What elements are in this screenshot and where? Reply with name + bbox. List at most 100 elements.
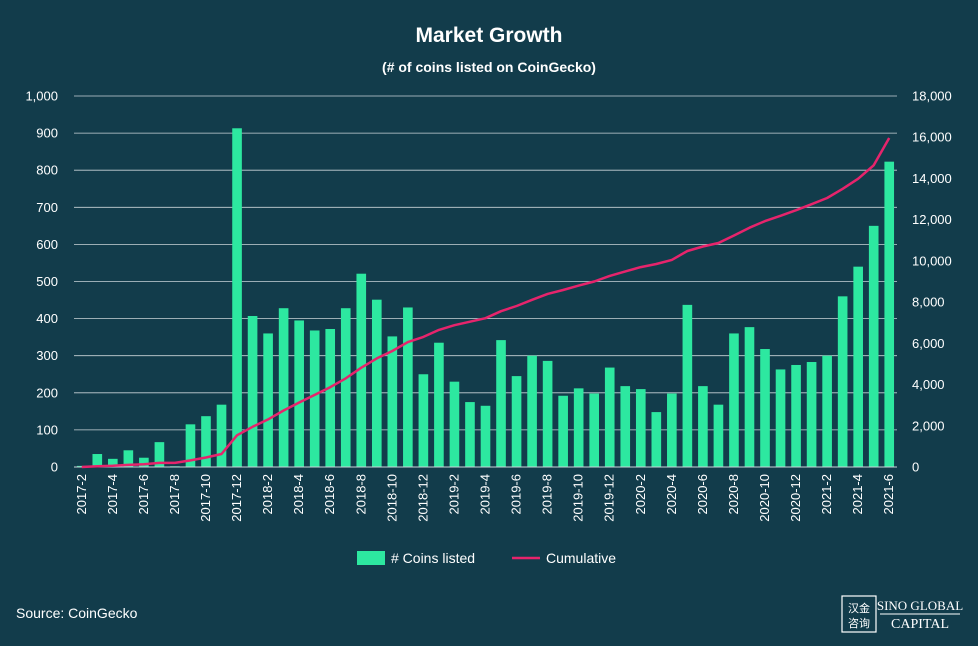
left-tick-label: 300 [36, 348, 58, 363]
bar [837, 296, 848, 467]
bar [278, 308, 289, 467]
bar [76, 465, 87, 467]
x-tick-label: 2018-6 [322, 474, 337, 514]
x-tick-label: 2019-10 [571, 474, 586, 522]
bar [465, 402, 475, 467]
bar [247, 316, 258, 467]
x-tick-label: 2017-6 [136, 474, 151, 514]
logo-emblem [841, 595, 877, 633]
bar [558, 395, 568, 467]
bar [511, 376, 522, 467]
bar [403, 307, 413, 467]
right-axis-ticks: 0 2,000 4,000 6,000 8,000 10,000 12,000 14,000 1… [912, 89, 952, 475]
bar [387, 336, 398, 467]
bar [480, 405, 491, 467]
right-tick-label: 0 [912, 460, 919, 475]
x-tick-label: 2019-6 [509, 474, 524, 514]
bar-series [76, 128, 895, 468]
bar [713, 404, 724, 467]
bar [682, 304, 693, 467]
x-tick-label: 2020-4 [664, 474, 679, 514]
x-tick-label: 2017-8 [167, 474, 182, 514]
x-tick-label: 2018-10 [384, 474, 399, 522]
bar [744, 327, 755, 467]
sino-global-logo: 汉金 咨询 SINO GLOBAL CAPITAL [841, 595, 963, 633]
left-tick-label: 200 [36, 385, 58, 400]
x-tick-label: 2017-2 [74, 474, 89, 514]
x-tick-label: 2021-2 [819, 474, 834, 514]
right-tick-label: 14,000 [912, 171, 952, 186]
bar [232, 128, 242, 468]
left-tick-label: 1,000 [25, 89, 58, 104]
bar [542, 360, 553, 467]
x-tick-label: 2021-6 [881, 474, 896, 514]
bar [356, 273, 367, 467]
bar [449, 381, 460, 467]
gridlines [74, 95, 897, 431]
legend-bar-swatch [357, 551, 385, 565]
bar [185, 424, 196, 467]
x-tick-label: 2019-4 [478, 474, 493, 514]
left-tick-label: 500 [36, 274, 58, 289]
left-tick-label: 900 [36, 126, 58, 141]
bar [791, 364, 801, 467]
x-tick-label: 2020-12 [788, 474, 803, 522]
bar [884, 161, 895, 468]
bar [139, 457, 149, 467]
x-tick-label: 2021-4 [850, 474, 865, 514]
bar [108, 458, 118, 467]
logo-line-2: CAPITAL [891, 617, 949, 632]
right-tick-label: 12,000 [912, 212, 952, 227]
bar [496, 340, 506, 467]
right-tick-label: 18,000 [912, 89, 952, 104]
bar [325, 328, 336, 467]
x-tick-label: 2018-12 [415, 474, 430, 522]
bar [620, 386, 631, 467]
right-tick-label: 8,000 [912, 295, 945, 310]
bar [418, 374, 429, 467]
bar [154, 442, 165, 467]
right-tick-label: 4,000 [912, 377, 945, 392]
x-tick-label: 2020-10 [757, 474, 772, 522]
x-tick-label: 2019-8 [540, 474, 555, 514]
logo-glyphs-top: 汉金 [848, 601, 870, 615]
bar [635, 389, 646, 467]
left-axis-ticks: 0 100 200 300 400 500 600 700 800 900 1,000 [25, 89, 58, 475]
right-tick-label: 16,000 [912, 130, 952, 145]
left-tick-label: 600 [36, 237, 58, 252]
right-tick-label: 6,000 [912, 336, 945, 351]
bar [729, 333, 739, 467]
bar [371, 299, 382, 467]
left-tick-label: 800 [36, 163, 58, 178]
bar [806, 362, 817, 467]
right-tick-label: 2,000 [912, 418, 945, 433]
left-tick-label: 0 [51, 460, 58, 475]
bar [667, 393, 677, 467]
bar [868, 225, 879, 467]
left-tick-label: 700 [36, 200, 58, 215]
bar [201, 416, 211, 467]
x-axis-ticks: 2017-2 2017-4 2017-6 2017-8 2017-10 2017-12 20… [74, 474, 896, 522]
left-tick-label: 100 [36, 422, 58, 437]
x-tick-label: 2018-4 [291, 474, 306, 514]
logo-line-1: SINO GLOBAL [877, 598, 963, 613]
x-tick-label: 2020-6 [695, 474, 710, 514]
legend: # Coins listed Cumulative [357, 550, 616, 566]
legend-line-label: Cumulative [546, 550, 616, 566]
bar [822, 355, 832, 467]
bar [589, 393, 600, 467]
x-tick-label: 2017-10 [198, 474, 213, 522]
x-tick-label: 2019-2 [446, 474, 461, 514]
logo-glyphs-bottom: 咨询 [848, 616, 870, 630]
bar [527, 355, 537, 467]
bar [604, 367, 615, 467]
x-tick-label: 2018-8 [353, 474, 368, 514]
bar [434, 342, 444, 467]
chart-subtitle: (# of coins listed on CoinGecko) [382, 59, 596, 75]
x-tick-label: 2017-12 [229, 474, 244, 522]
chart-title: Market Growth [415, 24, 562, 47]
x-tick-label: 2017-4 [105, 474, 120, 514]
bar [92, 454, 103, 467]
bar [760, 349, 770, 467]
